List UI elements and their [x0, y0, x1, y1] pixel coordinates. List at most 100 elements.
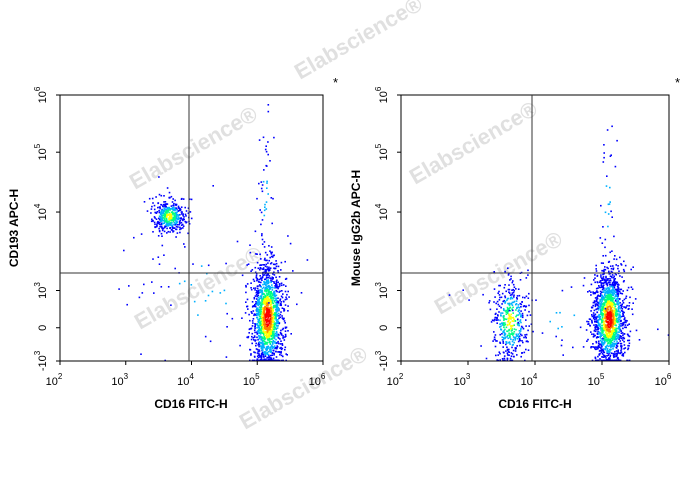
- event-dot: [267, 110, 270, 113]
- event-dot: [173, 209, 175, 211]
- event-dot: [612, 352, 614, 355]
- event-dot: [269, 277, 271, 279]
- event-dot: [265, 208, 268, 210]
- event-dot: [609, 286, 611, 288]
- event-dot: [273, 274, 276, 276]
- event-dot: [262, 297, 265, 300]
- event-dot: [185, 215, 187, 217]
- event-dot: [607, 341, 610, 344]
- event-dot: [268, 356, 271, 358]
- event-dot: [610, 344, 612, 346]
- event-dot: [265, 274, 268, 277]
- event-dot: [151, 197, 154, 200]
- event-dot: [225, 356, 228, 358]
- event-dot: [607, 358, 610, 361]
- y-tick-label: 103: [374, 282, 390, 299]
- event-dot: [260, 315, 262, 318]
- event-dot: [257, 334, 260, 337]
- event-dot: [606, 347, 609, 350]
- event-dot: [622, 337, 624, 339]
- event-dot: [601, 269, 603, 272]
- event-dot: [510, 296, 512, 299]
- event-dot: [505, 343, 507, 346]
- event-dot: [263, 311, 266, 314]
- event-dot: [600, 296, 603, 299]
- event-dot: [523, 336, 525, 339]
- event-dot: [512, 355, 515, 358]
- event-dot: [260, 353, 263, 355]
- event-dot: [600, 311, 603, 313]
- event-dot: [509, 333, 512, 335]
- event-dot: [161, 222, 164, 225]
- event-dot: [156, 225, 158, 227]
- event-dot: [263, 315, 266, 318]
- event-dot: [265, 335, 267, 337]
- event-dot: [183, 218, 185, 221]
- event-dot: [609, 293, 612, 296]
- event-dot: [503, 337, 505, 340]
- event-dot: [597, 347, 599, 350]
- event-dot: [595, 291, 598, 293]
- event-dot: [610, 267, 613, 270]
- event-dot: [128, 285, 130, 287]
- event-dot: [259, 355, 261, 357]
- event-dot: [503, 309, 505, 312]
- event-dot: [269, 299, 272, 301]
- event-dot: [168, 223, 171, 225]
- event-dot: [281, 296, 284, 299]
- event-dot: [631, 288, 634, 290]
- event-dot: [268, 302, 270, 304]
- event-dot: [605, 359, 608, 361]
- event-dot: [257, 338, 259, 341]
- event-dot: [600, 311, 602, 313]
- event-dot: [599, 300, 601, 303]
- event-dot: [273, 294, 276, 297]
- event-dot: [497, 315, 499, 317]
- event-dot: [261, 287, 264, 290]
- event-dot: [266, 182, 268, 184]
- event-dot: [264, 355, 267, 357]
- event-dot: [165, 204, 167, 206]
- event-dot: [168, 220, 170, 222]
- event-dot: [610, 340, 613, 342]
- event-dot: [182, 227, 184, 229]
- event-dot: [264, 337, 267, 340]
- event-dot: [171, 224, 173, 226]
- event-dot: [619, 319, 622, 322]
- event-dot: [599, 346, 601, 349]
- event-dot: [512, 336, 515, 338]
- event-dot: [503, 351, 505, 354]
- event-dot: [173, 214, 176, 216]
- event-dot: [275, 332, 278, 334]
- event-dot: [510, 278, 512, 280]
- event-dot: [259, 291, 262, 294]
- event-dot: [277, 340, 279, 343]
- event-dot: [614, 353, 617, 355]
- event-dot: [152, 202, 154, 204]
- event-dot: [258, 354, 261, 356]
- event-dot: [523, 351, 526, 354]
- event-dot: [272, 336, 274, 339]
- event-dot: [265, 358, 267, 361]
- event-dot: [602, 351, 605, 353]
- event-dot: [586, 320, 588, 323]
- event-dot: [621, 310, 624, 312]
- event-dot: [524, 335, 527, 338]
- event-dot: [178, 207, 180, 209]
- event-dot: [595, 287, 598, 290]
- event-dot: [527, 340, 529, 343]
- event-dot: [599, 300, 601, 302]
- event-dot: [512, 283, 515, 286]
- event-dot: [616, 357, 619, 359]
- event-dot: [517, 322, 519, 324]
- event-dot: [528, 304, 530, 307]
- event-dot: [620, 348, 623, 350]
- event-dot: [599, 295, 602, 297]
- event-dot: [280, 329, 282, 332]
- event-dot: [262, 353, 265, 356]
- event-dot: [621, 308, 624, 310]
- event-dot: [599, 316, 601, 319]
- event-dot: [266, 338, 269, 340]
- event-dot: [247, 263, 250, 265]
- event-dot: [620, 335, 623, 338]
